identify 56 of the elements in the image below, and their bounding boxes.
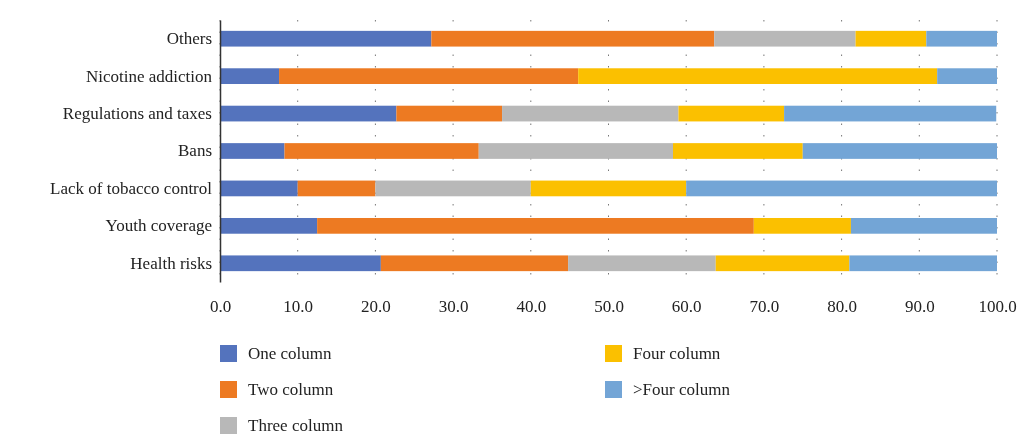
x-tick-label: 80.0	[827, 297, 857, 317]
bar	[715, 255, 850, 272]
x-tick-label: 60.0	[671, 297, 702, 317]
bar	[578, 68, 938, 84]
bar	[431, 30, 715, 47]
bar	[530, 180, 687, 197]
bar	[220, 105, 397, 122]
x-tick-label: 50.0	[594, 297, 624, 317]
bar	[926, 30, 997, 47]
bar	[502, 105, 679, 122]
bar	[850, 218, 997, 234]
bar	[220, 255, 381, 272]
bar	[220, 30, 432, 47]
y-tick-label: Lack of tobacco control	[50, 178, 213, 198]
legend-label: >Four column	[633, 380, 731, 399]
legend-label: Three column	[248, 416, 344, 434]
bar	[380, 255, 569, 272]
x-tick-label: 100.0	[978, 297, 1017, 317]
bar	[220, 180, 298, 197]
y-tick-label: Nicotine addiction	[85, 66, 213, 86]
bar	[753, 218, 851, 234]
bar	[478, 143, 673, 159]
bar	[396, 105, 503, 122]
y-tick-label: Health risks	[130, 253, 212, 273]
bar	[686, 180, 997, 197]
legend-label: Four column	[633, 344, 721, 363]
bar	[802, 143, 997, 159]
bar	[220, 218, 318, 234]
y-tick-label: Youth coverage	[105, 216, 212, 236]
x-tick-label: 10.0	[283, 297, 314, 317]
legend-label: Two column	[248, 380, 334, 399]
x-tick-label: 40.0	[516, 297, 547, 317]
bar	[672, 143, 803, 159]
bar	[297, 180, 376, 197]
x-tick-label: 70.0	[749, 297, 780, 317]
y-tick-label: Regulations and taxes	[62, 104, 212, 124]
bar	[937, 68, 997, 84]
bar	[849, 255, 997, 272]
bar	[714, 30, 856, 47]
bar	[279, 68, 579, 84]
legend-label: One column	[248, 344, 333, 363]
bar	[784, 105, 997, 122]
y-tick-label: Others	[166, 29, 212, 49]
x-tick-label: 20.0	[361, 297, 391, 317]
x-tick-label: 0.0	[209, 297, 232, 317]
y-tick-label: Bans	[178, 141, 212, 161]
bar	[568, 255, 716, 272]
bar	[220, 68, 280, 84]
bar	[317, 218, 754, 234]
bar	[375, 180, 531, 197]
bar	[284, 143, 479, 159]
bar	[855, 30, 927, 47]
x-tick-label: 90.0	[904, 297, 935, 317]
x-tick-label: 30.0	[438, 297, 469, 317]
bar	[220, 143, 285, 159]
bar	[678, 105, 785, 122]
